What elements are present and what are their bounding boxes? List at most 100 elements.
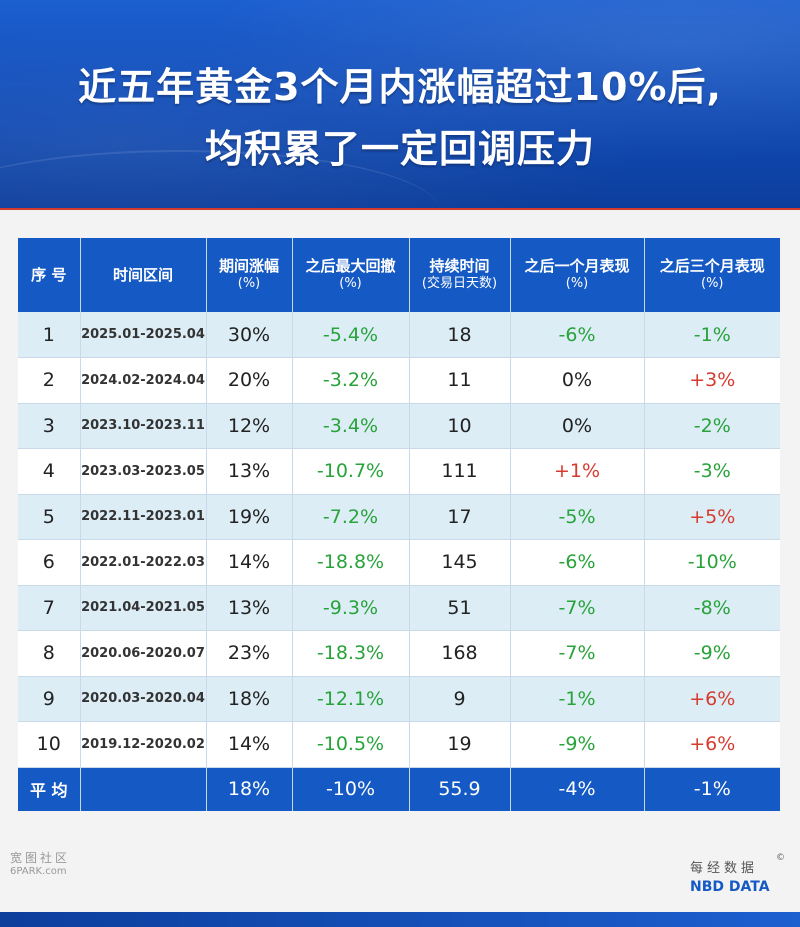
title-banner: 近五年黄金3个月内涨幅超过10%后, 均积累了一定回调压力 <box>0 0 800 210</box>
cell-seq: 7 <box>18 585 81 631</box>
cell-three-month: +3% <box>644 357 780 404</box>
banner-swoosh-decoration <box>0 150 440 208</box>
column-header-range: 时间区间 <box>80 238 207 312</box>
average-days: 55.9 <box>409 767 511 811</box>
cell-three-month: -3% <box>644 448 780 495</box>
average-label: 平 均 <box>18 767 81 811</box>
table-header: 序 号 时间区间 期间涨幅 (%) 之后最大回撤 (%) 持续时间 (交易日天数) 之… <box>18 238 780 312</box>
cell-range: 2021.04-2021.05 <box>80 585 207 631</box>
cell-one-month: 0% <box>510 357 645 404</box>
cell-drawdown: -7.2% <box>292 494 410 540</box>
column-header-label: 期间涨幅 <box>218 257 279 275</box>
cell-three-month: +5% <box>644 494 780 540</box>
cell-gain: 12% <box>206 403 293 449</box>
cell-one-month: -6% <box>510 539 645 586</box>
brand-name-en: NBD DATA <box>690 879 770 895</box>
page-title-line1: 近五年黄金3个月内涨幅超过10%后, <box>78 65 722 109</box>
column-header-unit: (%) <box>565 276 589 291</box>
cell-three-month: -1% <box>644 312 780 358</box>
table-row: 9 2020.03-2020.04 18% -12.1% 9 -1% +6% <box>18 676 780 722</box>
table-row: 4 2023.03-2023.05 13% -10.7% 111 +1% -3% <box>18 448 780 495</box>
table-row: 8 2020.06-2020.07 23% -18.3% 168 -7% -9% <box>18 630 780 677</box>
cell-gain: 14% <box>206 539 293 586</box>
table-row: 2 2024.02-2024.04 20% -3.2% 11 0% +3% <box>18 357 780 404</box>
average-one-month: -4% <box>510 767 645 811</box>
header-row: 序 号 时间区间 期间涨幅 (%) 之后最大回撤 (%) 持续时间 (交易日天数) 之… <box>18 238 780 312</box>
cell-one-month: +1% <box>510 448 645 495</box>
cell-days: 11 <box>409 357 511 404</box>
table-row: 6 2022.01-2022.03 14% -18.8% 145 -6% -10… <box>18 539 780 586</box>
page-title-line2: 均积累了一定回调压力 <box>204 127 595 171</box>
cell-range: 2019.12-2020.02 <box>80 721 207 768</box>
cell-drawdown: -3.4% <box>292 403 410 449</box>
cell-one-month: -9% <box>510 721 645 768</box>
column-header-label: 之后最大回撤 <box>305 257 396 275</box>
column-header-label: 序 号 <box>31 266 67 284</box>
average-drawdown: -10% <box>292 767 410 811</box>
cell-drawdown: -9.3% <box>292 585 410 631</box>
table-footer: 平 均 18% -10% 55.9 -4% -1% <box>18 767 780 811</box>
cell-range: 2022.11-2023.01 <box>80 494 207 540</box>
cell-seq: 9 <box>18 676 81 722</box>
column-header-label: 时间区间 <box>112 266 173 284</box>
cell-drawdown: -3.2% <box>292 357 410 404</box>
cell-one-month: -7% <box>510 585 645 631</box>
watermark-cn: 宽图社区 <box>10 851 71 865</box>
cell-gain: 20% <box>206 357 293 404</box>
cell-days: 111 <box>409 448 511 495</box>
column-header-label: 之后一个月表现 <box>524 257 630 275</box>
cell-gain: 30% <box>206 312 293 358</box>
cell-days: 17 <box>409 494 511 540</box>
cell-drawdown: -12.1% <box>292 676 410 722</box>
column-header-seq: 序 号 <box>18 238 81 312</box>
cell-one-month: -5% <box>510 494 645 540</box>
cell-one-month: 0% <box>510 403 645 449</box>
cell-seq: 4 <box>18 448 81 495</box>
average-three-month: -1% <box>693 778 731 801</box>
cell-three-month: +6% <box>644 676 780 722</box>
cell-seq: 10 <box>18 721 81 768</box>
cell-drawdown: -5.4% <box>292 312 410 358</box>
cell-days: 145 <box>409 539 511 586</box>
cell-one-month: -1% <box>510 676 645 722</box>
cell-one-month: -6% <box>510 312 645 358</box>
watermark-en: 6PARK.com <box>10 866 67 877</box>
table-row: 5 2022.11-2023.01 19% -7.2% 17 -5% +5% <box>18 494 780 540</box>
cell-gain: 14% <box>206 721 293 768</box>
column-header-days: 持续时间 (交易日天数) <box>409 238 511 312</box>
average-range <box>80 767 207 811</box>
cell-seq: 5 <box>18 494 81 540</box>
bottom-bar <box>0 912 800 927</box>
column-header-three-month: 之后三个月表现 (%) <box>644 238 780 312</box>
cell-days: 19 <box>409 721 511 768</box>
table-row: 3 2023.10-2023.11 12% -3.4% 10 0% -2% <box>18 403 780 449</box>
column-header-unit: (%) <box>339 276 362 291</box>
cell-seq: 1 <box>18 312 81 358</box>
column-header-unit: (%) <box>701 276 724 291</box>
cell-days: 18 <box>409 312 511 358</box>
cell-drawdown: -18.3% <box>292 630 410 677</box>
gold-rally-table: 序 号 时间区间 期间涨幅 (%) 之后最大回撤 (%) 持续时间 (交易日天数) 之… <box>18 238 780 811</box>
cell-range: 2022.01-2022.03 <box>80 539 207 586</box>
brand-logo: 每经数据 © NBD DATA <box>690 853 790 895</box>
cell-seq: 8 <box>18 630 81 677</box>
cell-gain: 23% <box>206 630 293 677</box>
watermark: 宽图社区 6PARK.com <box>10 852 70 878</box>
cell-seq: 2 <box>18 357 81 404</box>
column-header-label: 持续时间 <box>429 257 490 275</box>
cell-days: 9 <box>409 676 511 722</box>
cell-seq: 3 <box>18 403 81 449</box>
cell-range: 2024.02-2024.04 <box>80 357 207 404</box>
cell-range: 2023.03-2023.05 <box>80 448 207 495</box>
column-header-drawdown: 之后最大回撤 (%) <box>292 238 410 312</box>
cell-three-month: -8% <box>644 585 780 631</box>
cell-one-month: -7% <box>510 630 645 677</box>
cell-three-month: -10% <box>644 539 780 586</box>
table-row: 1 2025.01-2025.04 30% -5.4% 18 -6% -1% <box>18 312 780 358</box>
column-header-gain: 期间涨幅 (%) <box>206 238 293 312</box>
column-header-unit: (%) <box>237 276 261 291</box>
cell-days: 51 <box>409 585 511 631</box>
cell-drawdown: -10.7% <box>292 448 410 495</box>
cell-three-month: +6% <box>644 721 780 768</box>
column-header-one-month: 之后一个月表现 (%) <box>510 238 645 312</box>
